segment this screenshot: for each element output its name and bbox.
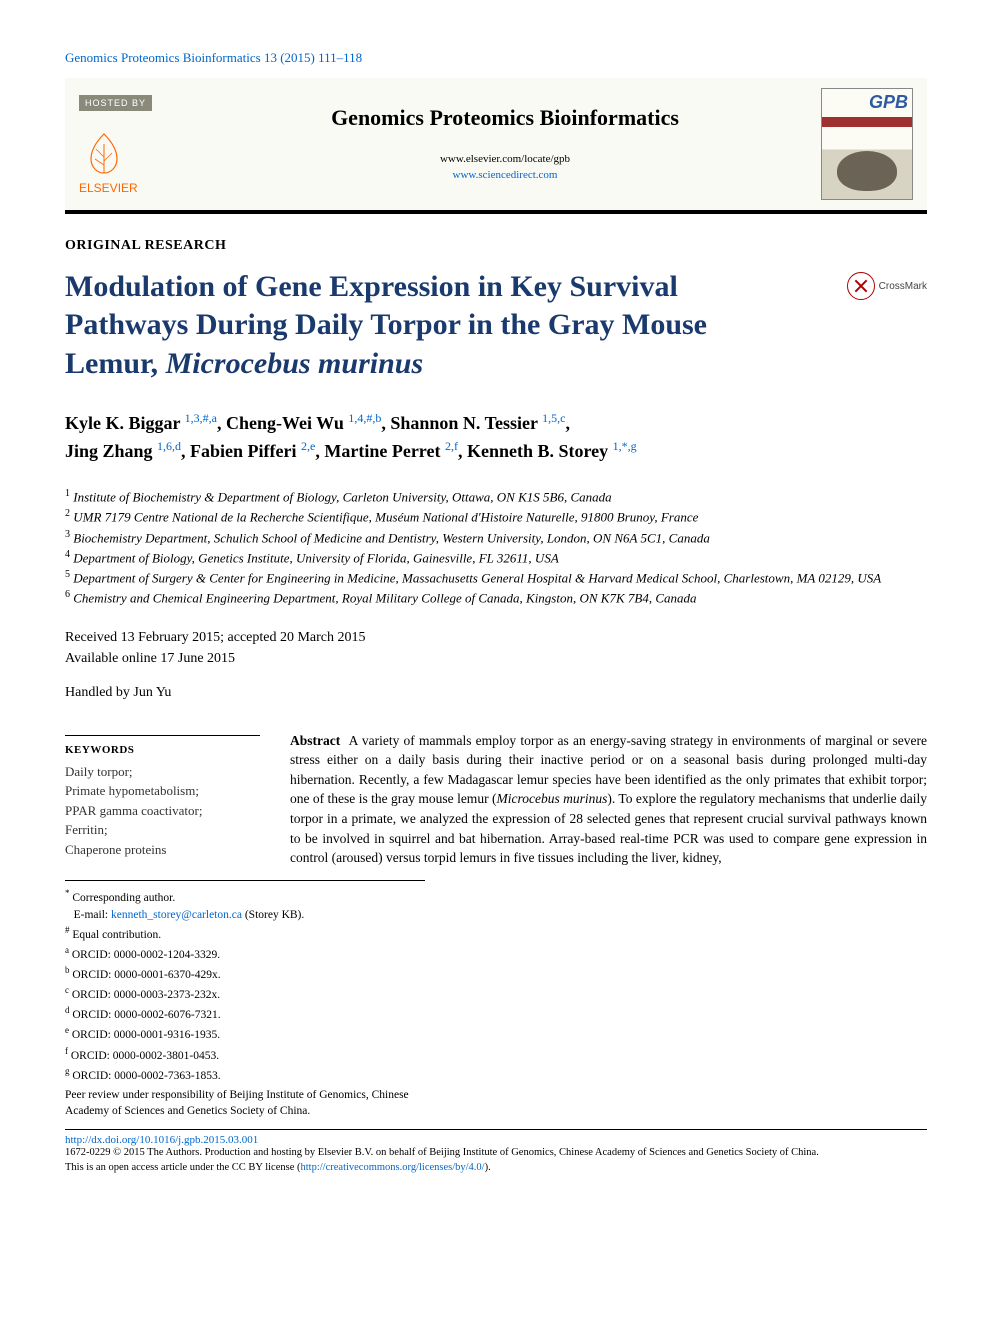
footnotes: * Corresponding author. E-mail: kenneth_…	[65, 880, 425, 1085]
affiliation: 6 Chemistry and Chemical Engineering Dep…	[65, 588, 927, 608]
copyright-line-2b: ).	[485, 1162, 491, 1173]
crossmark-badge[interactable]: CrossMark	[847, 272, 927, 300]
dates: Received 13 February 2015; accepted 20 M…	[65, 628, 927, 669]
email-link[interactable]: kenneth_storey@carleton.ca	[111, 909, 242, 921]
peer-review-note: Peer review under responsibility of Beij…	[65, 1087, 425, 1119]
orcid: c ORCID: 0000-0003-2373-232x.	[65, 984, 425, 1004]
author: Kenneth B. Storey 1,*,g	[467, 441, 637, 461]
author: Shannon N. Tessier 1,5,c	[390, 413, 565, 433]
title-line-1: Modulation of Gene Expression in Key Sur…	[65, 270, 678, 303]
keyword: Daily torpor;	[65, 762, 260, 782]
crossmark-icon	[847, 272, 875, 300]
affiliation: 1 Institute of Biochemistry & Department…	[65, 487, 927, 507]
copyright-line-1: © 2015 The Authors. Production and hosti…	[113, 1147, 819, 1158]
keywords-abstract-row: KEYWORDS Daily torpor; Primate hypometab…	[65, 731, 927, 868]
journal-cover-thumb: GPB	[821, 88, 913, 200]
keyword: Primate hypometabolism;	[65, 781, 260, 801]
crossmark-text: CrossMark	[879, 281, 927, 292]
cc-license-link[interactable]: http://creativecommons.org/licenses/by/4…	[301, 1162, 485, 1173]
article-title: Modulation of Gene Expression in Key Sur…	[65, 268, 707, 383]
equal-contribution: # Equal contribution.	[65, 924, 425, 944]
hosted-by-box: HOSTED BY ELSEVIER	[79, 93, 189, 195]
author: Fabien Pifferi 2,e	[190, 441, 315, 461]
orcid: f ORCID: 0000-0002-3801-0453.	[65, 1045, 425, 1065]
abstract-label: Abstract	[290, 733, 340, 748]
hosted-by-label: HOSTED BY	[79, 95, 152, 111]
title-line-2: Pathways During Daily Torpor in the Gray…	[65, 308, 707, 341]
author: Kyle K. Biggar 1,3,#,a	[65, 413, 217, 433]
corresponding-email: E-mail: kenneth_storey@carleton.ca (Stor…	[65, 907, 425, 924]
author: Martine Perret 2,f	[324, 441, 458, 461]
received-accepted: Received 13 February 2015; accepted 20 M…	[65, 628, 927, 648]
title-line-3b: Microcebus murinus	[166, 347, 424, 380]
elsevier-tree-icon	[79, 129, 129, 179]
orcid: e ORCID: 0000-0001-9316-1935.	[65, 1024, 425, 1044]
keywords-rule	[65, 735, 260, 736]
article-type: ORIGINAL RESEARCH	[65, 238, 927, 254]
orcid: g ORCID: 0000-0002-7363-1853.	[65, 1065, 425, 1085]
title-row: Modulation of Gene Expression in Key Sur…	[65, 268, 927, 383]
journal-urls: www.elsevier.com/locate/gpb www.scienced…	[189, 151, 821, 184]
keyword: Chaperone proteins	[65, 840, 260, 860]
bottom-rule	[65, 1129, 927, 1130]
abstract: Abstract A variety of mammals employ tor…	[290, 731, 927, 868]
header-banner: HOSTED BY ELSEVIER Genomics Proteomics B…	[65, 78, 927, 210]
cover-animal-icon	[837, 151, 897, 191]
copyright: 1672-0229 © 2015 The Authors. Production…	[65, 1146, 927, 1175]
cover-abbr: GPB	[869, 92, 908, 113]
keyword: Ferritin;	[65, 820, 260, 840]
affiliations: 1 Institute of Biochemistry & Department…	[65, 487, 927, 608]
affiliation: 5 Department of Surgery & Center for Eng…	[65, 568, 927, 588]
header-rule	[65, 210, 927, 214]
copyright-line-2a: This is an open access article under the…	[65, 1162, 301, 1173]
corresponding-author: * Corresponding author.	[65, 887, 425, 907]
journal-center: Genomics Proteomics Bioinformatics www.e…	[189, 105, 821, 184]
orcid: b ORCID: 0000-0001-6370-429x.	[65, 964, 425, 984]
orcid: d ORCID: 0000-0002-6076-7321.	[65, 1004, 425, 1024]
affiliation: 4 Department of Biology, Genetics Instit…	[65, 548, 927, 568]
keywords-heading: KEYWORDS	[65, 744, 260, 756]
doi-link[interactable]: http://dx.doi.org/10.1016/j.gpb.2015.03.…	[65, 1134, 927, 1146]
abstract-species: Microcebus murinus	[496, 791, 607, 806]
journal-url-1[interactable]: www.elsevier.com/locate/gpb	[189, 151, 821, 168]
author: Cheng-Wei Wu 1,4,#,b	[226, 413, 381, 433]
available-online: Available online 17 June 2015	[65, 649, 927, 669]
cover-bar	[822, 117, 912, 127]
keyword: PPAR gamma coactivator;	[65, 801, 260, 821]
orcid: a ORCID: 0000-0002-1204-3329.	[65, 944, 425, 964]
author: Jing Zhang 1,6,d	[65, 441, 181, 461]
affiliation: 2 UMR 7179 Centre National de la Recherc…	[65, 507, 927, 527]
keywords-list: Daily torpor; Primate hypometabolism; PP…	[65, 762, 260, 860]
title-line-3a: Lemur,	[65, 347, 166, 380]
elsevier-text: ELSEVIER	[79, 181, 189, 195]
journal-url-2[interactable]: www.sciencedirect.com	[189, 167, 821, 184]
header-citation: Genomics Proteomics Bioinformatics 13 (2…	[65, 50, 927, 66]
affiliation: 3 Biochemistry Department, Schulich Scho…	[65, 528, 927, 548]
page: Genomics Proteomics Bioinformatics 13 (2…	[0, 0, 992, 1215]
keywords-box: KEYWORDS Daily torpor; Primate hypometab…	[65, 731, 260, 868]
journal-title: Genomics Proteomics Bioinformatics	[189, 105, 821, 131]
issn: 1672-0229	[65, 1147, 113, 1158]
handled-by: Handled by Jun Yu	[65, 685, 927, 701]
authors-list: Kyle K. Biggar 1,3,#,a, Cheng-Wei Wu 1,4…	[65, 409, 927, 465]
elsevier-logo: ELSEVIER	[79, 129, 189, 195]
